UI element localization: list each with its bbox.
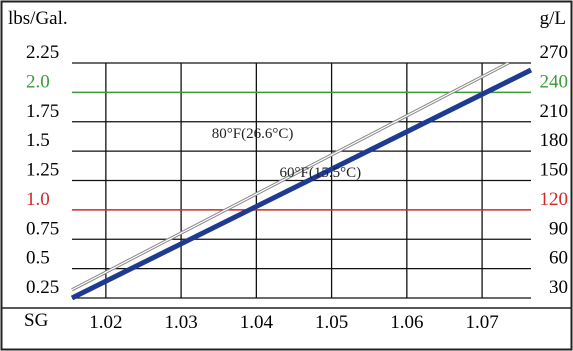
left-tick-label: 2.25 <box>26 42 59 63</box>
left-tick-label: 1.75 <box>26 101 59 122</box>
left-tick-label: 0.25 <box>26 277 59 298</box>
series-annotation: 80°F(26.6°C) <box>212 126 294 142</box>
left-tick-label: 1.0 <box>26 189 50 210</box>
right-tick-label: 90 <box>549 218 568 239</box>
right-tick-label: 270 <box>540 42 569 63</box>
x-axis-label: SG <box>24 310 49 331</box>
x-tick-label: 1.03 <box>164 312 197 333</box>
right-tick-label: 180 <box>540 130 569 151</box>
right-tick-label: 60 <box>549 248 568 269</box>
right-tick-label: 210 <box>540 101 569 122</box>
series-line-60f <box>70 67 533 301</box>
x-tick-label: 1.05 <box>315 312 348 333</box>
x-tick-label: 1.04 <box>240 312 274 333</box>
right-tick-label: 30 <box>549 277 568 298</box>
series-annotation: 60°F(15.5°C) <box>280 165 362 181</box>
right-tick-label: 150 <box>540 160 569 181</box>
left-tick-label: 2.0 <box>26 71 50 92</box>
right-axis-label: g/L <box>540 8 566 29</box>
right-tick-label: 240 <box>540 71 569 92</box>
x-tick-label: 1.06 <box>390 312 423 333</box>
right-tick-label: 120 <box>540 189 569 210</box>
left-tick-label: 0.75 <box>26 218 59 239</box>
left-axis-label: lbs/Gal. <box>8 8 68 29</box>
x-tick-label: 1.07 <box>465 312 498 333</box>
left-tick-label: 0.5 <box>26 248 50 269</box>
x-tick-label: 1.02 <box>89 312 122 333</box>
left-tick-label: 1.25 <box>26 160 59 181</box>
left-tick-label: 1.5 <box>26 130 50 151</box>
series-line-80f-inner <box>71 62 509 291</box>
